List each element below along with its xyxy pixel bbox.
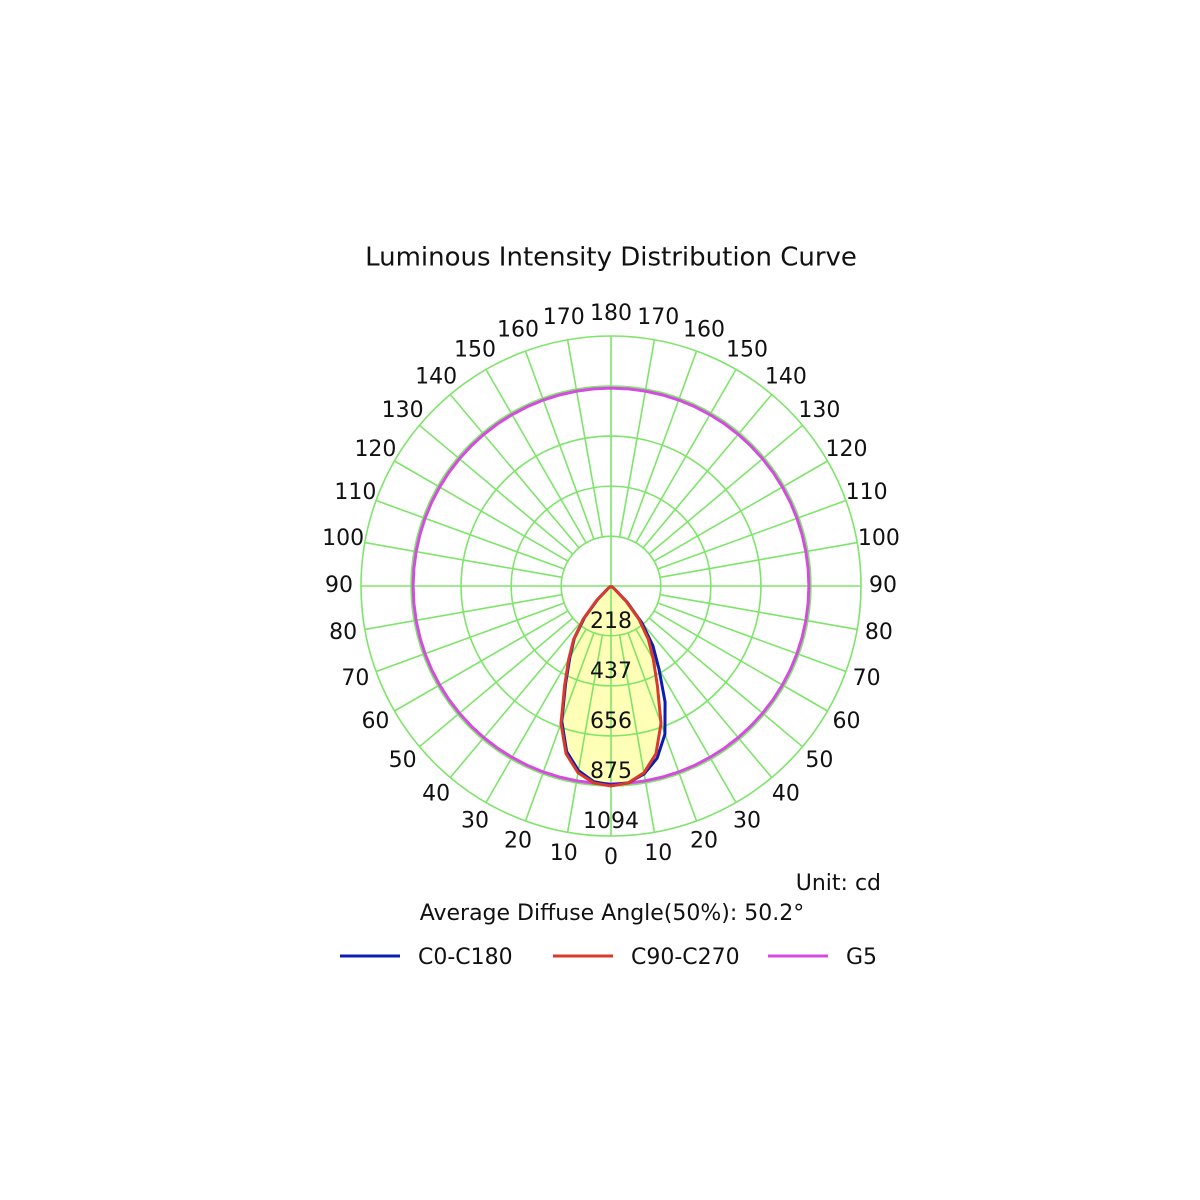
theta-tick-label: 130: [382, 398, 424, 423]
series-line: [559, 584, 663, 788]
r-tick-label: 875: [590, 759, 632, 784]
theta-tick-label: 180: [590, 301, 632, 326]
theta-tick-label: 140: [415, 365, 457, 390]
theta-tick-label: 90: [325, 573, 353, 598]
legend-label: C90-C270: [631, 945, 740, 970]
theta-tick-label: 10: [644, 841, 672, 866]
theta-tick-label: 130: [798, 398, 840, 423]
theta-tick-label: 30: [461, 809, 489, 834]
theta-tick-label: 80: [329, 620, 357, 645]
theta-tick-label: 30: [733, 809, 761, 834]
legend-label: G5: [846, 945, 877, 970]
grid-spoke: [648, 424, 804, 555]
grid-spoke: [449, 623, 580, 779]
grid-spoke: [364, 593, 563, 631]
grid-spoke: [635, 369, 737, 544]
grid-spoke: [659, 541, 858, 579]
grid-spoke: [566, 634, 604, 833]
r-tick-label: 1094: [583, 809, 639, 834]
theta-tick-label: 90: [869, 573, 897, 598]
grid-spoke: [418, 424, 574, 555]
grid-spoke: [657, 602, 847, 673]
theta-tick-label: 80: [865, 620, 893, 645]
grid-spoke: [659, 593, 858, 631]
r-tick-label: 656: [590, 709, 632, 734]
theta-tick-label: 40: [772, 781, 800, 806]
grid-spoke: [566, 339, 604, 538]
grid-spoke: [618, 339, 656, 538]
theta-tick-label: 70: [853, 666, 881, 691]
theta-tick-label: 60: [361, 709, 389, 734]
theta-tick-label: 140: [765, 365, 807, 390]
grid-spoke: [627, 632, 698, 822]
theta-tick-label: 50: [805, 748, 833, 773]
grid-spoke: [524, 632, 595, 822]
theta-tick-label: 50: [389, 748, 417, 773]
grid-spoke: [524, 350, 595, 540]
theta-tick-label: 0: [604, 845, 618, 870]
grid-spoke: [485, 369, 587, 544]
grid-spoke: [642, 393, 773, 549]
theta-tick-label: 60: [833, 709, 861, 734]
grid-spoke: [418, 617, 574, 748]
r-tick-label: 218: [590, 609, 632, 634]
theta-tick-label: 160: [497, 317, 539, 342]
chart-title: Luminous Intensity Distribution Curve: [365, 243, 857, 273]
grid-spoke: [375, 602, 565, 673]
grid-spoke: [449, 393, 580, 549]
theta-tick-label: 150: [454, 337, 496, 362]
theta-tick-label: 150: [726, 337, 768, 362]
grid-spoke: [642, 623, 773, 779]
grid-spoke: [627, 350, 698, 540]
grid-spoke: [618, 634, 656, 833]
theta-tick-label: 170: [543, 305, 585, 330]
theta-tick-label: 170: [637, 305, 679, 330]
theta-tick-label: 100: [322, 526, 364, 551]
theta-tick-label: 120: [354, 437, 396, 462]
unit-label: Unit: cd: [796, 871, 881, 896]
grid-spoke: [653, 460, 828, 562]
grid-spoke: [394, 610, 569, 712]
theta-tick-label: 20: [690, 829, 718, 854]
theta-tick-label: 110: [334, 480, 376, 505]
theta-tick-label: 120: [826, 437, 868, 462]
grid-spoke: [657, 499, 847, 570]
theta-tick-label: 20: [504, 829, 532, 854]
theta-tick-label: 100: [858, 526, 900, 551]
r-tick-label: 437: [590, 659, 632, 684]
theta-tick-label: 40: [422, 781, 450, 806]
grid-spoke: [364, 541, 563, 579]
annotation: Average Diffuse Angle(50%): 50.2°: [420, 901, 805, 926]
theta-tick-label: 160: [683, 317, 725, 342]
theta-tick-label: 10: [550, 841, 578, 866]
grid-spoke: [375, 499, 565, 570]
legend-label: C0-C180: [418, 945, 513, 970]
theta-tick-label: 70: [341, 666, 369, 691]
grid-spoke: [394, 460, 569, 562]
grid-spoke: [653, 610, 828, 712]
grid-spoke: [648, 617, 804, 748]
theta-tick-label: 110: [846, 480, 888, 505]
